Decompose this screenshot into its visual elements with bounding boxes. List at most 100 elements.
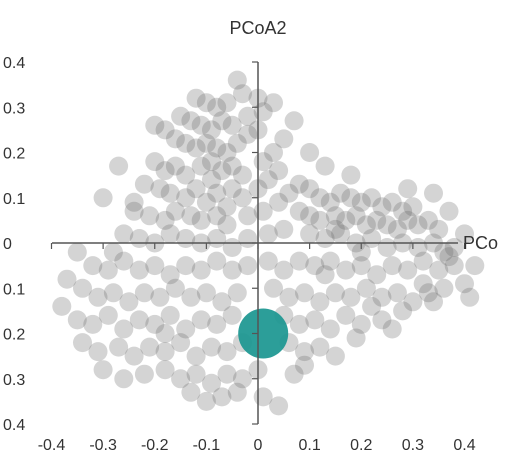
data-point-179 [140,337,160,357]
data-point-180 [155,342,175,362]
tick-labels: -0.4 -0.3 -0.2 -0.1 0 0.1 0.2 0.3 0.4 0.4 0.3 0.2 0.… [3,55,476,454]
y-axis-title: PCoA2 [229,18,286,38]
data-point-222 [145,115,165,135]
data-point-128 [398,260,418,280]
data-point-197 [217,364,237,384]
data-point-216 [57,269,77,289]
data-point-42 [207,183,227,203]
data-point-121 [289,251,309,271]
data-point-217 [52,296,72,316]
data-point-41 [196,192,216,212]
data-point-76 [336,210,356,230]
data-point-171 [336,305,356,325]
data-point-118 [238,256,258,276]
data-point-174 [393,301,413,321]
data-point-107 [274,219,294,239]
data-point-212 [398,179,418,199]
data-point-75 [325,206,345,226]
data-point-79 [367,210,387,230]
data-point-145 [295,283,314,303]
data-point-159 [114,319,134,339]
data-point-71 [403,197,423,217]
data-point-55 [217,215,237,235]
data-point-134 [103,283,123,303]
data-point-124 [336,260,356,280]
data-point-200 [181,382,201,402]
data-point-165 [207,314,227,334]
data-point-28 [191,156,211,176]
data-point-162 [160,305,180,325]
data-point-164 [191,310,211,330]
data-point-6 [171,106,191,126]
data-point-31 [222,156,242,176]
data-point-38 [160,183,180,203]
data-point-15 [165,129,185,149]
data-point-192 [134,364,154,384]
data-point-220 [346,328,366,348]
data-point-194 [171,369,191,389]
data-point-190 [93,360,113,380]
data-point-202 [212,387,232,407]
data-point-54 [207,206,227,226]
data-point-48 [124,201,144,221]
data-point-35 [274,129,294,149]
data-point-131 [444,256,464,276]
data-point-43 [222,179,242,199]
data-point-193 [155,360,175,380]
data-point-64 [331,183,351,203]
data-point-72 [289,201,309,221]
data-point-132 [73,278,92,298]
data-point-156 [67,310,87,330]
data-point-44 [233,188,252,208]
data-point-80 [377,215,397,235]
data-point-168 [289,314,309,334]
data-point-210 [315,156,335,176]
data-point-161 [145,314,165,334]
data-point-176 [88,342,108,362]
data-point-198 [233,369,252,389]
data-point-10 [212,111,232,131]
data-point-147 [325,283,345,303]
data-point-85 [429,219,449,239]
data-point-142 [227,283,247,303]
data-point-127 [382,256,402,276]
data-point-62 [310,188,330,208]
data-point-16 [176,133,196,153]
data-point-211 [341,165,361,185]
data-point-25 [155,161,175,181]
data-point-78 [356,215,376,235]
data-point-175 [73,333,92,353]
data-point-151 [387,283,407,303]
data-point-63 [320,192,340,212]
data-point-227 [325,219,345,239]
data-point-157 [83,314,103,334]
data-point-203 [227,382,247,402]
data-point-136 [134,283,154,303]
data-point-115 [191,260,211,280]
data-point-122 [305,256,325,276]
data-point-158 [98,305,118,325]
data-point-150 [372,287,392,307]
data-point-209 [93,188,113,208]
x-tick-label-0: -0.4 [38,437,66,454]
data-point-166 [222,305,242,325]
data-point-32 [233,165,252,185]
data-point-106 [258,224,278,244]
data-point-144 [279,287,299,307]
data-point-160 [129,310,149,330]
data-point-130 [429,260,449,280]
data-point-51 [165,201,185,221]
data-point-95 [434,242,454,262]
data-point-146 [310,292,330,312]
data-point-88 [331,224,351,244]
data-point-21 [227,133,247,153]
data-point-207 [295,355,314,375]
data-point-140 [196,283,216,303]
data-point-133 [88,287,108,307]
data-point-84 [418,210,438,230]
data-point-114 [176,256,196,276]
data-point-230 [413,274,433,294]
data-point-169 [305,310,325,330]
data-point-116 [207,251,227,271]
data-point-2 [207,97,227,117]
